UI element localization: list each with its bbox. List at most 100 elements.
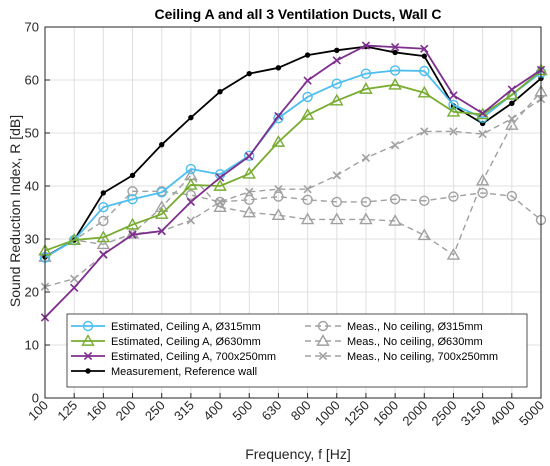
data-point bbox=[244, 150, 255, 161]
data-point bbox=[421, 53, 427, 59]
series-line bbox=[44, 44, 542, 319]
data-point bbox=[332, 171, 341, 180]
x-tick-label: 200 bbox=[113, 398, 139, 424]
data-point bbox=[242, 166, 256, 179]
data-point bbox=[242, 205, 256, 218]
legend-label: Measurement, Reference wall bbox=[111, 366, 257, 378]
data-point bbox=[273, 112, 284, 124]
data-point bbox=[67, 233, 81, 245]
data-point bbox=[360, 196, 372, 208]
x-tick-label: 1000 bbox=[312, 398, 343, 429]
data-point bbox=[127, 194, 138, 205]
data-point bbox=[304, 52, 311, 58]
x-tick-label: 1600 bbox=[370, 398, 401, 429]
data-point bbox=[505, 118, 519, 130]
data-point bbox=[507, 114, 516, 123]
data-point bbox=[446, 104, 461, 117]
x-tick-label: 5000 bbox=[516, 398, 547, 429]
x-tick-label: 125 bbox=[54, 398, 80, 424]
legend-marker bbox=[83, 351, 93, 361]
data-point bbox=[419, 195, 430, 207]
x-tick-label: 100 bbox=[25, 398, 51, 424]
data-point bbox=[390, 42, 400, 52]
data-point bbox=[478, 109, 487, 118]
data-point bbox=[154, 207, 169, 219]
series-2 bbox=[40, 41, 546, 322]
series-layer bbox=[38, 41, 548, 322]
legend-marker bbox=[318, 351, 328, 361]
y-tick-label: 0 bbox=[32, 391, 39, 406]
data-point bbox=[70, 283, 79, 292]
data-point bbox=[302, 194, 313, 205]
data-point bbox=[420, 44, 429, 53]
legend-item: Measurement, Reference wall bbox=[71, 366, 257, 378]
data-point bbox=[359, 82, 373, 94]
data-point bbox=[361, 153, 371, 163]
data-point bbox=[186, 197, 196, 207]
legend-label: Meas., No ceiling, Ø315mm bbox=[347, 321, 483, 333]
x-tick-label: 2500 bbox=[429, 398, 460, 429]
series-line bbox=[44, 91, 542, 258]
legend-marker bbox=[85, 368, 91, 374]
series-line bbox=[44, 190, 542, 258]
data-point bbox=[275, 65, 282, 71]
data-point bbox=[361, 41, 371, 50]
data-point bbox=[98, 201, 109, 213]
legend-item: Meas., No ceiling, 700x250mm bbox=[305, 351, 498, 363]
legend-marker bbox=[82, 320, 94, 332]
y-tick-label: 60 bbox=[25, 73, 39, 88]
data-point bbox=[331, 78, 342, 89]
legend-marker bbox=[316, 334, 330, 346]
x-tick-label: 800 bbox=[288, 398, 314, 424]
x-tick-label: 2000 bbox=[399, 398, 430, 429]
data-point bbox=[389, 65, 401, 76]
data-point bbox=[159, 141, 165, 148]
data-point bbox=[185, 189, 197, 201]
data-point bbox=[388, 214, 402, 226]
x-tick-label: 250 bbox=[142, 398, 168, 424]
data-point bbox=[389, 194, 401, 205]
legend-label: Estimated, Ceiling A, Ø630mm bbox=[111, 336, 261, 348]
data-point bbox=[215, 197, 225, 207]
legend-label: Meas., No ceiling, 700x250mm bbox=[347, 351, 498, 363]
data-point bbox=[213, 200, 227, 213]
data-point bbox=[100, 190, 107, 196]
data-point bbox=[506, 190, 518, 202]
x-tick-label: 1250 bbox=[341, 398, 372, 429]
data-point bbox=[271, 208, 286, 220]
data-point bbox=[390, 141, 400, 150]
x-tick-label: 4000 bbox=[487, 398, 518, 429]
data-point bbox=[448, 191, 459, 202]
data-point bbox=[127, 186, 138, 197]
data-point bbox=[478, 129, 487, 139]
series-line bbox=[44, 45, 542, 258]
data-point bbox=[330, 93, 344, 106]
legend-item: Estimated, Ceiling A, Ø630mm bbox=[71, 334, 261, 348]
data-point bbox=[213, 179, 227, 191]
series-1 bbox=[38, 63, 548, 256]
data-point bbox=[186, 216, 196, 225]
data-point bbox=[154, 200, 169, 213]
data-point bbox=[96, 237, 111, 250]
y-tick-label: 20 bbox=[25, 285, 39, 300]
legend-item: Estimated, Ceiling A, 700x250mm bbox=[71, 351, 276, 363]
data-point bbox=[392, 49, 398, 56]
data-point bbox=[331, 196, 342, 208]
legend: Estimated, Ceiling A, Ø315mm Estimated, C… bbox=[66, 313, 528, 388]
data-point bbox=[188, 114, 194, 121]
data-point bbox=[509, 100, 515, 107]
y-axis-title: Sound Reduction Index, R [dB] bbox=[7, 115, 23, 307]
data-point bbox=[245, 187, 254, 196]
data-point bbox=[128, 230, 137, 239]
data-point bbox=[446, 247, 461, 260]
y-tick-label: 40 bbox=[25, 179, 39, 194]
data-point bbox=[273, 191, 284, 202]
data-point bbox=[449, 127, 458, 136]
data-point bbox=[244, 194, 255, 205]
series-line bbox=[44, 98, 542, 288]
data-point bbox=[475, 173, 490, 186]
data-point bbox=[449, 91, 458, 100]
legend-box bbox=[66, 313, 528, 388]
data-point bbox=[417, 228, 432, 241]
